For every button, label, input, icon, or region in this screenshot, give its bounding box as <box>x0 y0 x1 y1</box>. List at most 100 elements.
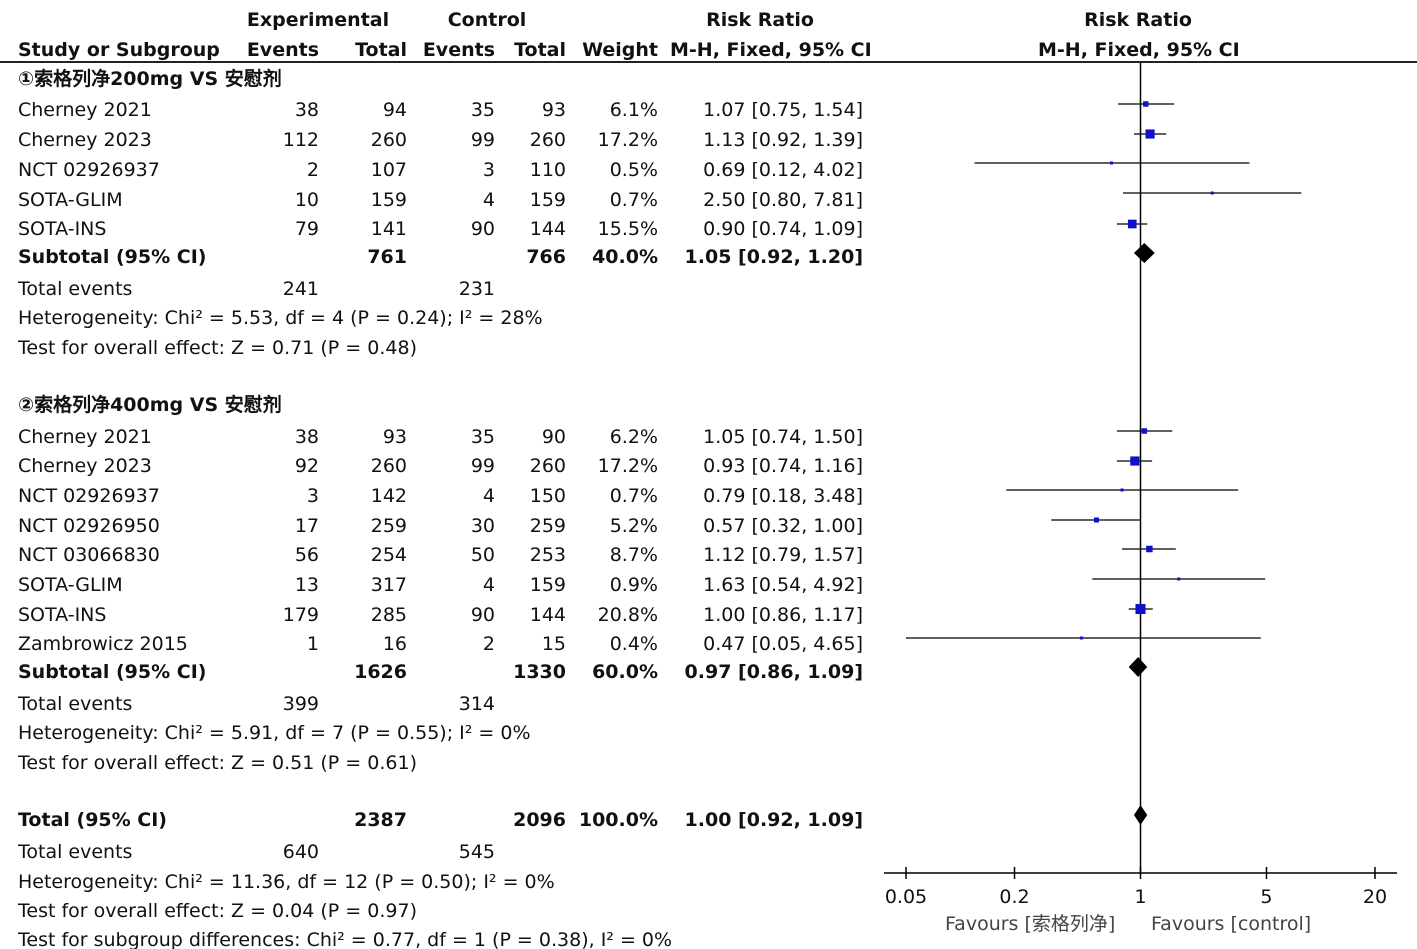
ctrl-events: 4 <box>482 485 495 507</box>
ctrl-events: 4 <box>482 574 495 596</box>
group-2-title: ②索格列净400mg VS 安慰剂 <box>18 394 282 416</box>
summary-diamond <box>1133 805 1148 825</box>
risk-ratio-ci: 0.79 [0.18, 3.48] <box>703 485 863 507</box>
study-name: Zambrowicz 2015 <box>18 633 188 655</box>
exp-total-header: Total <box>355 39 407 61</box>
ctrl-total: 93 <box>541 99 566 121</box>
ctrl-total: 259 <box>529 515 566 537</box>
ctrl-total: 110 <box>529 159 566 181</box>
risk-ratio-ci: 1.00 [0.92, 1.09] <box>684 809 863 831</box>
ctrl-total: 253 <box>529 544 566 566</box>
exp-events: 92 <box>294 455 319 477</box>
weight: 15.5% <box>597 218 658 240</box>
ctrl-events: 545 <box>458 841 495 863</box>
exp-events: 17 <box>294 515 319 537</box>
weight: 0.7% <box>609 189 658 211</box>
point-estimate-square <box>1079 636 1083 640</box>
risk-ratio-plot-header: Risk Ratio <box>1084 9 1192 31</box>
point-estimate-square <box>1120 488 1124 492</box>
ctrl-events: 2 <box>482 633 495 655</box>
risk-ratio-ci: 1.13 [0.92, 1.39] <box>703 129 863 151</box>
study-name: NCT 02926937 <box>18 159 160 181</box>
point-estimate-square <box>1210 191 1214 195</box>
risk-ratio-ci: 1.00 [0.86, 1.17] <box>703 604 863 626</box>
ctrl-events: 50 <box>470 544 495 566</box>
exp-events: 13 <box>294 574 319 596</box>
total-events-label: Total events <box>18 841 133 863</box>
point-estimate-square <box>1143 101 1149 107</box>
ctrl-total: 159 <box>529 189 566 211</box>
exp-events: 79 <box>294 218 319 240</box>
study-name: SOTA-GLIM <box>18 189 123 211</box>
exp-events: 38 <box>294 99 319 121</box>
exp-total: 260 <box>370 455 407 477</box>
point-estimate-square <box>1109 161 1113 165</box>
point-estimate-square <box>1177 577 1181 581</box>
risk-ratio-header: Risk Ratio <box>706 9 814 31</box>
ctrl-total: 15 <box>541 633 566 655</box>
exp-events: 241 <box>282 278 319 300</box>
exp-events: 2 <box>306 159 319 181</box>
overall-effect-text: Test for overall effect: Z = 0.51 (P = 0… <box>18 752 417 774</box>
ctrl-total: 260 <box>529 455 566 477</box>
study-name: Cherney 2023 <box>18 455 152 477</box>
plot-method-header: M-H, Fixed, 95% CI <box>1038 39 1240 61</box>
study-column-header: Study or Subgroup <box>18 39 220 61</box>
exp-events: 38 <box>294 426 319 448</box>
exp-total: 159 <box>370 189 407 211</box>
exp-total: 107 <box>370 159 407 181</box>
risk-ratio-ci: 1.63 [0.54, 4.92] <box>703 574 863 596</box>
ctrl-events: 90 <box>470 218 495 240</box>
exp-events: 640 <box>282 841 319 863</box>
group-1-title: ①索格列净200mg VS 安慰剂 <box>18 68 282 90</box>
total-events-label: Total events <box>18 278 133 300</box>
study-name: Cherney 2023 <box>18 129 152 151</box>
subtotal-label: Subtotal (95% CI) <box>18 661 207 683</box>
risk-ratio-ci: 1.12 [0.79, 1.57] <box>703 544 863 566</box>
weight: 0.9% <box>609 574 658 596</box>
study-name: SOTA-GLIM <box>18 574 123 596</box>
risk-ratio-ci: 1.07 [0.75, 1.54] <box>703 99 863 121</box>
point-estimate-square <box>1145 129 1155 139</box>
exp-total: 1626 <box>354 661 407 683</box>
study-name: NCT 02926950 <box>18 515 160 537</box>
weight-header: Weight <box>582 39 658 61</box>
exp-total: 94 <box>382 99 407 121</box>
risk-ratio-ci: 0.57 [0.32, 1.00] <box>703 515 863 537</box>
total-label: Total (95% CI) <box>18 809 167 831</box>
weight: 40.0% <box>592 246 658 268</box>
exp-total: 317 <box>370 574 407 596</box>
exp-total: 142 <box>370 485 407 507</box>
overall-effect-text: Test for overall effect: Z = 0.71 (P = 0… <box>18 337 417 359</box>
exp-total: 16 <box>382 633 407 655</box>
exp-total: 2387 <box>354 809 407 831</box>
exp-events-header: Events <box>246 39 319 61</box>
risk-ratio-ci: 0.90 [0.74, 1.09] <box>703 218 863 240</box>
exp-total: 285 <box>370 604 407 626</box>
subtotal-label: Subtotal (95% CI) <box>18 246 207 268</box>
point-estimate-square <box>1127 219 1137 229</box>
ctrl-events: 314 <box>458 693 495 715</box>
ctrl-events: 3 <box>482 159 495 181</box>
ctrl-events: 35 <box>470 426 495 448</box>
risk-ratio-ci: 1.05 [0.74, 1.50] <box>703 426 863 448</box>
weight: 60.0% <box>592 661 658 683</box>
summary-diamond <box>1128 657 1148 677</box>
ctrl-events: 4 <box>482 189 495 211</box>
exp-events: 179 <box>282 604 319 626</box>
weight: 8.7% <box>609 544 658 566</box>
exp-events: 112 <box>282 129 319 151</box>
ctrl-events: 231 <box>458 278 495 300</box>
method-header: M-H, Fixed, 95% CI <box>670 39 872 61</box>
point-estimate-square <box>1146 545 1153 553</box>
study-name: Cherney 2021 <box>18 99 152 121</box>
ctrl-total: 260 <box>529 129 566 151</box>
control-header: Control <box>447 9 527 31</box>
ctrl-events-header: Events <box>422 39 495 61</box>
ctrl-total: 144 <box>529 604 566 626</box>
risk-ratio-ci: 0.47 [0.05, 4.65] <box>703 633 863 655</box>
weight: 0.4% <box>609 633 658 655</box>
weight: 0.7% <box>609 485 658 507</box>
exp-total: 254 <box>370 544 407 566</box>
overall-effect-text: Test for overall effect: Z = 0.04 (P = 0… <box>18 900 417 922</box>
